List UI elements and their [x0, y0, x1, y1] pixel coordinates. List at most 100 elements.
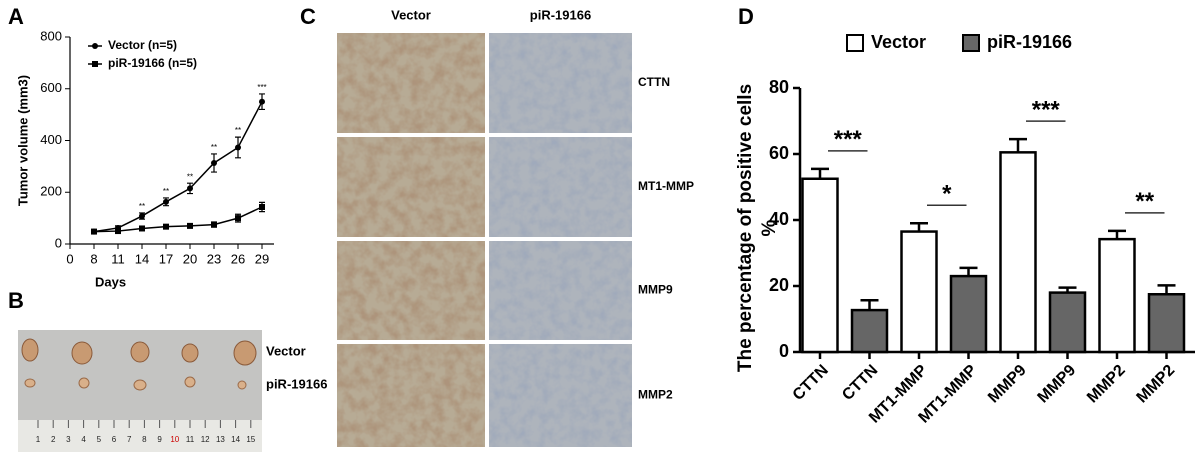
significance: **	[211, 143, 217, 152]
tumor	[237, 380, 247, 390]
marker	[211, 221, 217, 228]
y-tick-label: 800	[40, 28, 62, 43]
x-tick-label: 0	[66, 251, 73, 266]
y-tick-label: 200	[40, 184, 62, 199]
x-tick-label: 23	[207, 251, 221, 266]
marker	[259, 98, 265, 105]
y-tick-label: 0	[55, 235, 62, 250]
significance: *	[942, 181, 952, 208]
y-tick-label: 400	[40, 132, 62, 147]
marker	[187, 222, 193, 229]
legend-label: piR-19166 (n=5)	[108, 56, 197, 70]
error-bar	[1157, 284, 1176, 295]
x-axis-label: Days	[95, 274, 126, 289]
legend-label: Vector (n=5)	[108, 38, 177, 52]
marker	[91, 228, 97, 235]
y-tick-label: 20	[769, 275, 789, 295]
row-label: MT1-MMP	[638, 179, 694, 193]
bar	[1147, 293, 1186, 354]
ruler-label: 10	[170, 435, 179, 444]
significance: ***	[257, 83, 266, 92]
ruler-label: 11	[186, 435, 195, 444]
column-label: piR-19166	[530, 7, 591, 22]
ihc-texture	[337, 344, 485, 447]
ihc-texture	[489, 241, 632, 340]
row-label: CTTN	[638, 75, 670, 89]
tumor	[233, 340, 257, 366]
ruler-label: 9	[157, 435, 162, 444]
tumor	[78, 377, 90, 389]
row-label: piR-19166	[266, 376, 327, 391]
ihc-texture	[489, 33, 632, 133]
ihc-texture	[489, 137, 632, 237]
y-tick-label: 60	[769, 143, 789, 163]
ihc-texture	[337, 33, 485, 133]
tumor	[133, 379, 147, 391]
ruler-label: 1	[36, 435, 41, 444]
marker	[139, 213, 145, 220]
ruler-label: 4	[81, 435, 86, 444]
ihc-texture	[337, 241, 485, 340]
legend-swatch	[846, 34, 864, 52]
legend-label: Vector	[871, 32, 926, 52]
y-tick-label: 80	[769, 77, 789, 97]
legend-swatch	[962, 34, 980, 52]
tumor	[130, 341, 150, 363]
ruler-label: 13	[216, 435, 225, 444]
panel-label: C	[300, 4, 316, 29]
tumor	[71, 341, 93, 365]
error-bar	[860, 298, 879, 311]
x-tick-label: 8	[90, 251, 97, 266]
marker	[187, 185, 193, 192]
ruler-label: 6	[112, 435, 117, 444]
y-tick-label: 600	[40, 80, 62, 95]
y-axis-unit: %	[759, 219, 780, 236]
significance: **	[235, 126, 241, 135]
panel-label: D	[738, 4, 754, 29]
ruler-label: 8	[142, 435, 147, 444]
legend-label: piR-19166	[987, 32, 1072, 52]
significance: ***	[834, 126, 863, 153]
x-tick-label: 20	[183, 251, 197, 266]
ihc-texture	[489, 344, 632, 447]
significance: **	[139, 202, 145, 211]
ruler-label: 12	[201, 435, 210, 444]
ruler-label: 14	[231, 435, 240, 444]
error-bar	[811, 167, 829, 179]
ruler	[18, 420, 262, 452]
row-label: MMP2	[638, 388, 673, 402]
data-line	[93, 101, 263, 233]
bar	[900, 230, 938, 354]
ruler-label: 2	[51, 435, 56, 444]
x-tick-label: 17	[159, 251, 173, 266]
row-label: MMP9	[638, 283, 673, 297]
bar	[1048, 291, 1087, 354]
bar	[850, 308, 889, 354]
x-tick-label: 11	[111, 251, 125, 266]
marker	[163, 223, 169, 230]
legend-marker	[92, 61, 98, 67]
ihc-texture	[337, 137, 485, 237]
marker	[211, 160, 217, 167]
tumor	[184, 376, 196, 388]
ruler-label: 3	[66, 435, 71, 444]
x-tick-label: 26	[231, 251, 245, 266]
x-tick-label: 14	[135, 251, 149, 266]
significance: **	[163, 187, 169, 196]
bar	[801, 177, 839, 354]
marker	[139, 225, 145, 232]
significance: **	[187, 172, 193, 181]
tumor	[24, 378, 36, 388]
y-axis-label: The percentage of positive cells	[735, 84, 756, 372]
y-tick-label: 40	[769, 209, 789, 229]
marker	[235, 215, 241, 222]
marker	[259, 203, 265, 210]
y-axis-label: Tumor volume (mm3)	[15, 75, 30, 206]
marker	[235, 144, 241, 151]
significance: ***	[1032, 96, 1061, 123]
ruler-label: 5	[97, 435, 102, 444]
error-bar	[1108, 229, 1126, 240]
bar	[949, 274, 988, 354]
legend-marker	[92, 43, 98, 49]
